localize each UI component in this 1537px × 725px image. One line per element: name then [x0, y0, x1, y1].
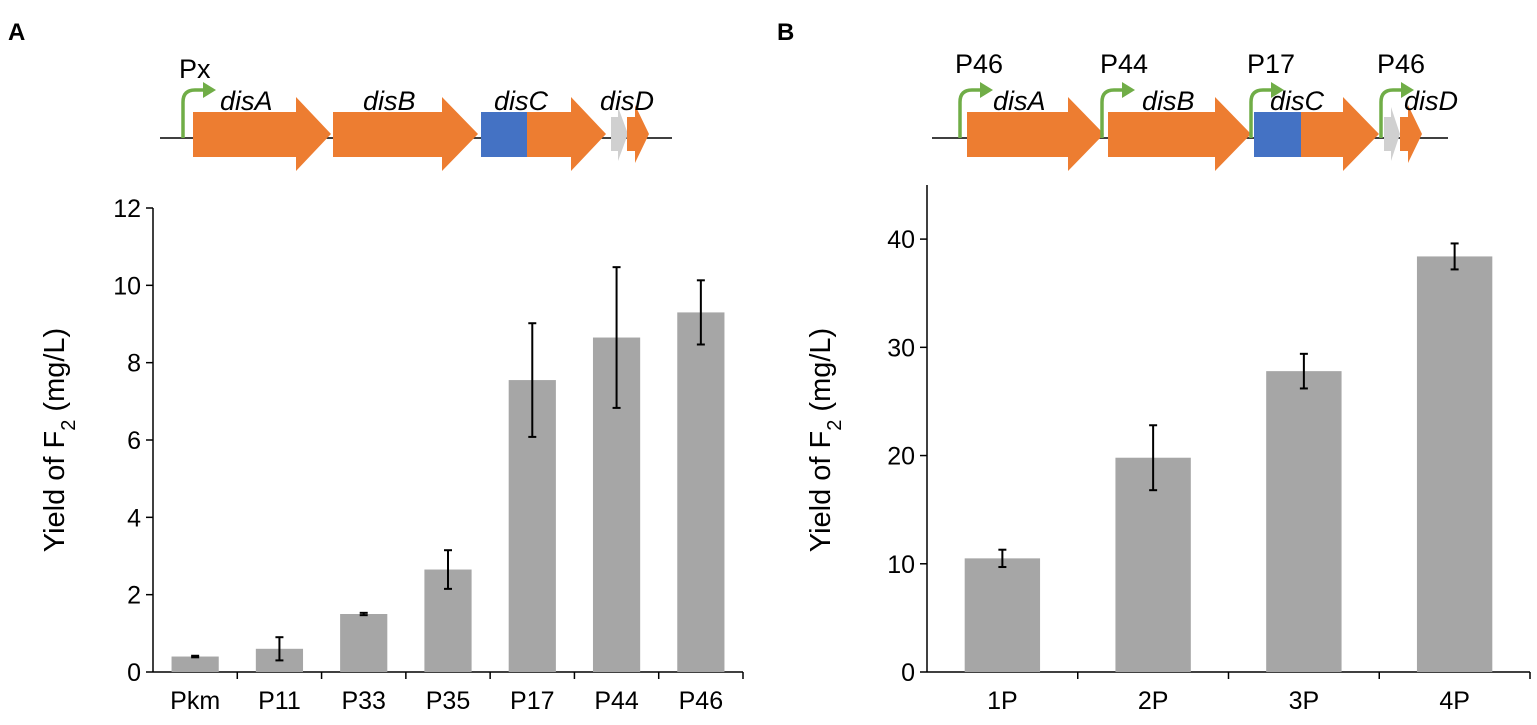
- panel-b-gene-label-disd: disD: [1404, 86, 1458, 116]
- panel-b-promoter-label-1: P46: [955, 49, 1003, 79]
- panel-b-promoter-arrow-4: [1379, 88, 1403, 138]
- panel-b-construct: P46 disA P44 disB P17 disC P46: [932, 49, 1458, 171]
- panel-b-promoter-label-2: P44: [1100, 49, 1148, 79]
- panel-b-promoter-arrow-2: [1100, 88, 1124, 138]
- panel-b-ytick-label: 40: [887, 226, 915, 254]
- panel-b-ytick-label: 10: [887, 551, 915, 579]
- panel-b-gene-label-disb: disB: [1142, 86, 1195, 116]
- panel-b-letter: B: [777, 19, 794, 46]
- panel-a-gene-disc-domain: [481, 112, 527, 157]
- panel-a-ytick-label: 8: [127, 350, 141, 378]
- panel-b-promoter-label-4: P46: [1377, 49, 1425, 79]
- panel-b-gene-disb: [1108, 97, 1251, 171]
- panel-a-xtick-label-p46: P46: [679, 687, 723, 715]
- panel-a-gene-disb: [333, 97, 478, 171]
- panel-b-ytick-label: 30: [887, 334, 915, 362]
- panel-b-gene-disc-domain: [1254, 112, 1301, 157]
- panel-a-gene-disa: [193, 97, 331, 171]
- panel-b-promoter-arrow-3: [1249, 88, 1273, 138]
- panel-a-ytick-label: 2: [127, 582, 141, 610]
- panel-a-ytick-label: 0: [127, 659, 141, 687]
- panel-a-small-gene: [611, 107, 628, 161]
- panel-a-ytick-label: 10: [113, 272, 141, 300]
- panel-b-ylabel: Yield of F2 (mg/L): [805, 328, 846, 552]
- panel-a-gene-label-disd: disD: [600, 86, 654, 116]
- panel-a-xtick-label-p33: P33: [341, 687, 385, 715]
- panel-b-bar-1p: [964, 558, 1041, 672]
- panel-b-small-gene: [1384, 107, 1400, 161]
- panel-a-ytick-label: 4: [127, 504, 141, 532]
- panel-a-ytick-label: 12: [113, 195, 141, 223]
- panel-b-xtick-label-2p: 2P: [1138, 687, 1169, 715]
- panel-a-bar-p33: [340, 614, 388, 672]
- panel-a-ytick-label: 6: [127, 427, 141, 455]
- panel-b-ytick-label: 20: [887, 443, 915, 471]
- panel-a-xtick-label-p11: P11: [258, 687, 301, 715]
- panel-b-promoter-head-2: [1122, 82, 1135, 98]
- panel-b-bar-3p: [1266, 371, 1342, 672]
- panel-a-construct: Px disA disB disC disD: [160, 54, 672, 171]
- panel-a-gene-disd: [627, 105, 649, 163]
- panel-b-xtick-label-1p: 1P: [987, 687, 1018, 715]
- panel-b-promoter-label-3: P17: [1247, 49, 1295, 79]
- panel-a-xtick-label-p35: P35: [426, 687, 470, 715]
- panel-b-gene-disa: [967, 97, 1104, 171]
- panel-a-chart: Yield of F2 (mg/L) 0 2 4 6 8 10 12 Pkm P11 P33 P35…: [39, 195, 744, 715]
- panel-b-bar-4p: [1416, 256, 1493, 672]
- panel-b-gene-disd: [1400, 105, 1422, 163]
- panel-a-bar-p46: [677, 312, 725, 672]
- panel-b-bar-2p: [1115, 457, 1191, 672]
- panel-a: A Px disA disB disC disD Yield of F2 (m: [8, 19, 744, 715]
- panel-a-gene-label-disa: disA: [220, 86, 273, 116]
- panel-a-xtick-label-pkm: Pkm: [170, 687, 220, 715]
- panel-a-promoter-head-px: [203, 82, 216, 98]
- panel-a-gene-label-disc: disC: [494, 86, 549, 116]
- panel-a-bar-pkm: [171, 656, 219, 672]
- panel-a-promoter-label-px: Px: [179, 54, 211, 84]
- panel-a-promoter-arrow-px: [181, 88, 205, 138]
- panel-a-gene-label-disb: disB: [363, 86, 416, 116]
- panel-b-xtick-label-4p: 4P: [1439, 687, 1470, 715]
- panel-b-gene-label-disc: disC: [1270, 86, 1325, 116]
- panel-a-letter: A: [8, 19, 25, 46]
- panel-a-ylabel: Yield of F2 (mg/L): [39, 328, 80, 552]
- panel-b-xtick-label-3p: 3P: [1289, 687, 1320, 715]
- panel-b-promoter-head-3: [1271, 82, 1284, 98]
- panel-b: B P46 disA P44 disB P17 disC: [777, 19, 1531, 715]
- panel-b-promoter-head-1: [980, 82, 993, 98]
- panel-a-xtick-label-p17: P17: [510, 687, 554, 715]
- panel-b-gene-label-disa: disA: [993, 86, 1046, 116]
- panel-b-promoter-head-4: [1401, 82, 1414, 98]
- panel-b-ytick-label: 0: [901, 659, 915, 687]
- panel-b-promoter-arrow-1: [958, 88, 982, 138]
- panel-b-chart: Yield of F2 (mg/L) 0 10 20 30 40 1P 2P 3P 4P: [805, 185, 1531, 715]
- panel-a-xtick-label-p44: P44: [594, 687, 639, 715]
